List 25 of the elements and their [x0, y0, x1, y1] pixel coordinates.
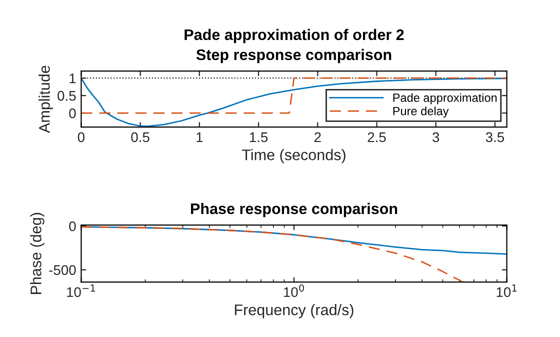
- x-axis-title: Time (seconds): [242, 149, 346, 164]
- chart-title: Phase response comparison: [191, 202, 398, 218]
- y-tick-label: 0.5: [58, 90, 76, 101]
- x-tick-label: 3: [432, 132, 440, 142]
- x-axis-title: Frequency (rad/s): [234, 304, 354, 318]
- x-tick-label: 2: [314, 132, 321, 142]
- y-tick-label: 0: [69, 221, 76, 232]
- y-axis-title: Phase (deg): [30, 212, 44, 294]
- y-tick-label: 0: [69, 108, 76, 118]
- y-tick-label: -500: [49, 265, 76, 275]
- legend-label: Pure delay: [393, 106, 449, 118]
- x-tick-label: 0: [78, 132, 85, 142]
- chart-title: Pade approximation of order 2: [184, 28, 404, 44]
- x-tick-label: 10$^{1}$: [496, 284, 517, 298]
- y-tick-label: 1: [70, 74, 76, 84]
- x-tick-label: 2.5: [368, 132, 386, 142]
- x-tick-label: 1.5: [250, 132, 268, 142]
- x-tick-label: 1: [196, 132, 203, 142]
- y-axis-title: Amplitude: [38, 66, 53, 134]
- chart-subtitle: Step response comparison: [196, 48, 392, 64]
- x-tick-label: 0.5: [131, 132, 150, 142]
- x-tick-label: 3.5: [486, 132, 504, 142]
- x-tick-label: 10$^{−1}$: [67, 284, 96, 298]
- x-tick-label: 10$^{0}$: [284, 284, 304, 298]
- legend-label: Pade approximation: [393, 93, 497, 104]
